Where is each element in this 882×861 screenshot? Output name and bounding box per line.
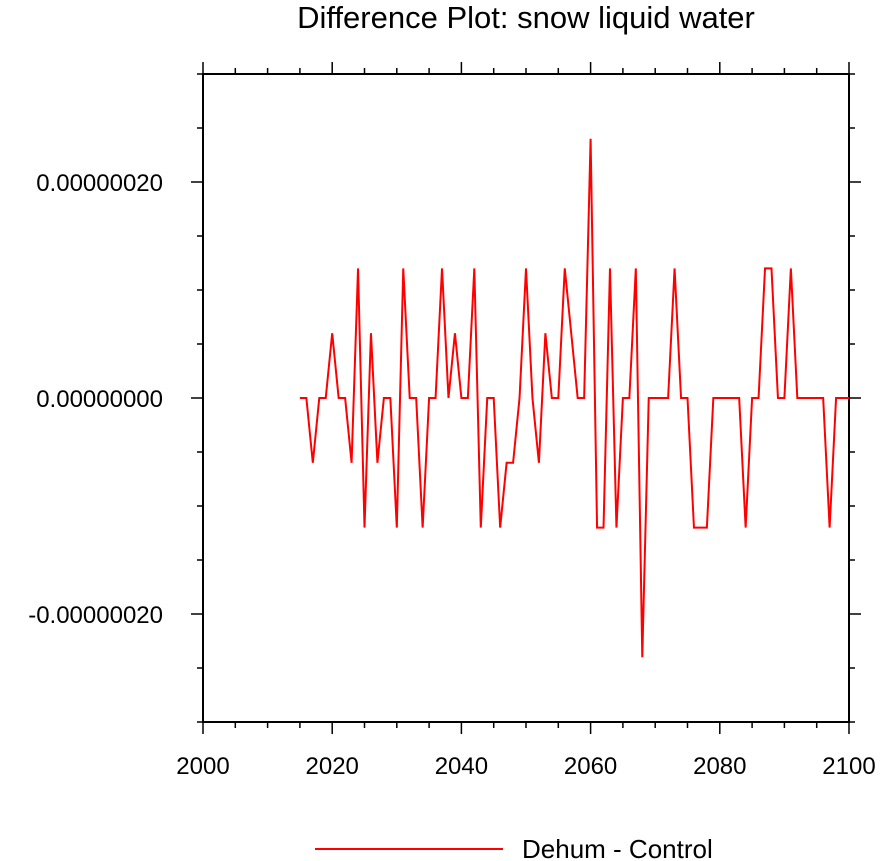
- x-tick-label: 2060: [564, 753, 617, 780]
- legend: Dehum - Control: [315, 834, 713, 861]
- y-tick-label: -0.00000020: [28, 602, 163, 629]
- x-tick-label: 2020: [306, 753, 359, 780]
- x-tick-label: 2040: [435, 753, 488, 780]
- legend-label: Dehum - Control: [522, 834, 713, 861]
- y-tick-labels: -0.00000020 0.00000000 0.00000020: [28, 170, 163, 629]
- series-line-dehum-control: [299, 138, 849, 658]
- x-tick-label: 2080: [693, 753, 746, 780]
- y-tick-label: 0.00000020: [36, 170, 163, 197]
- x-tick-label: 2000: [176, 753, 229, 780]
- x-tick-label: 2100: [822, 753, 875, 780]
- series-layer: [299, 138, 849, 658]
- x-tick-labels: 2000 2020 2040 2060 2080 2100: [176, 753, 875, 780]
- chart-title: Difference Plot: snow liquid water: [297, 0, 755, 35]
- y-tick-label: 0.00000000: [36, 386, 163, 413]
- axis-ticks: [191, 62, 861, 734]
